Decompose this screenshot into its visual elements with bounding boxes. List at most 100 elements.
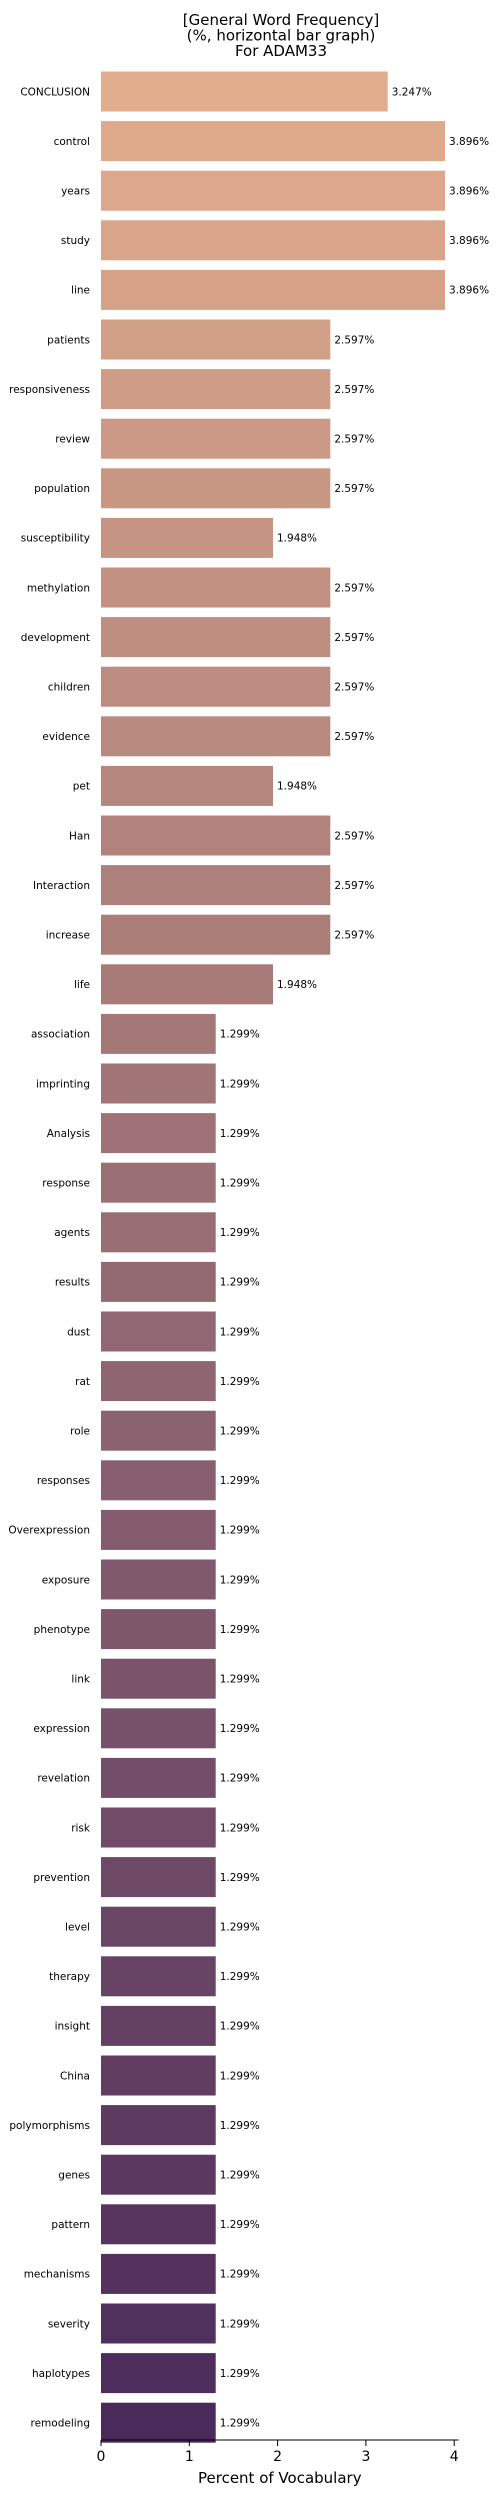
bar (101, 2253, 216, 2294)
bar-row: insight 1.299% (55, 2005, 260, 2046)
value-label: 1.299% (220, 1971, 260, 1983)
bar-row: remodeling 1.299% (31, 2402, 260, 2443)
value-label: 1.299% (220, 2368, 260, 2380)
value-label: 1.299% (220, 1376, 260, 1388)
value-label: 1.299% (220, 1475, 260, 1487)
bar-row: control 3.896% (54, 121, 489, 162)
bar (101, 1410, 216, 1451)
bar-row: methylation 2.597% (27, 567, 374, 608)
bar-row: line 3.896% (71, 269, 489, 310)
category-label: link (71, 1674, 90, 1686)
category-label: severity (48, 2318, 90, 2330)
category-label: methylation (27, 582, 90, 594)
value-label: 3.896% (449, 186, 489, 198)
bar (101, 170, 446, 211)
bar-row: rat 1.299% (75, 1361, 260, 1402)
category-label: phenotype (34, 1624, 90, 1636)
category-label: imprinting (36, 1078, 90, 1090)
bar-row: haplotypes 1.299% (32, 2353, 260, 2394)
value-label: 3.896% (449, 235, 489, 247)
value-label: 1.299% (220, 1674, 260, 1686)
category-label: remodeling (31, 2418, 90, 2430)
value-label: 3.247% (392, 86, 432, 98)
bar-row: link 1.299% (71, 1658, 260, 1699)
bar (101, 567, 331, 608)
bar (101, 1212, 216, 1253)
category-label: responses (37, 1475, 90, 1487)
value-label: 1.299% (220, 2318, 260, 2330)
category-label: insight (55, 2021, 90, 2033)
value-label: 2.597% (334, 582, 374, 594)
category-label: life (74, 979, 90, 991)
category-label: level (65, 1922, 90, 1934)
bar-row: results 1.299% (55, 1261, 260, 1302)
value-label: 2.597% (334, 830, 374, 842)
bar (101, 2005, 216, 2046)
bar (101, 666, 331, 707)
category-label: development (21, 632, 90, 644)
bar-row: increase 2.597% (46, 914, 374, 955)
bar (101, 1609, 216, 1650)
category-label: association (31, 1029, 90, 1041)
bar (101, 1708, 216, 1749)
value-label: 1.299% (220, 2269, 260, 2281)
category-label: rat (75, 1376, 90, 1388)
bar-row: population 2.597% (34, 468, 374, 509)
bar (101, 2154, 216, 2195)
bar-row: prevention 1.299% (33, 1857, 260, 1898)
value-label: 1.299% (220, 1227, 260, 1239)
bar-row: development 2.597% (21, 617, 374, 658)
value-label: 1.299% (220, 1178, 260, 1190)
bar-row: revelation 1.299% (37, 1757, 260, 1798)
bar-row: severity 1.299% (48, 2303, 260, 2344)
value-label: 1.299% (220, 2070, 260, 2082)
category-label: role (70, 1426, 90, 1438)
value-label: 1.299% (220, 2021, 260, 2033)
value-label: 1.299% (220, 1574, 260, 1586)
bar (101, 617, 331, 658)
chart-title: [General Word Frequency](%, horizontal b… (183, 11, 379, 60)
bar (101, 1956, 216, 1997)
value-label: 1.299% (220, 1773, 260, 1785)
category-label: line (71, 285, 90, 297)
bar-row: life 1.948% (74, 964, 317, 1005)
x-tick-label: 0 (97, 2449, 106, 2465)
bar (101, 1063, 216, 1104)
bar (101, 964, 274, 1005)
bar (101, 765, 274, 806)
x-tick-label: 1 (185, 2449, 194, 2465)
value-label: 1.299% (220, 1277, 260, 1289)
value-label: 1.299% (220, 1128, 260, 1140)
value-label: 1.299% (220, 1525, 260, 1537)
bar-row: susceptibility 1.948% (21, 517, 317, 558)
value-label: 2.597% (334, 930, 374, 942)
bar (101, 319, 331, 360)
value-label: 1.299% (220, 1426, 260, 1438)
bar (101, 1162, 216, 1203)
value-label: 1.299% (220, 1029, 260, 1041)
bar (101, 121, 446, 162)
bar-row: pet 1.948% (73, 765, 317, 806)
value-label: 1.948% (277, 781, 317, 793)
bar-row: expression 1.299% (33, 1708, 260, 1749)
value-label: 2.597% (334, 632, 374, 644)
category-label: China (60, 2070, 90, 2082)
value-label: 1.948% (277, 533, 317, 545)
category-label: increase (46, 930, 90, 942)
bar-row: role 1.299% (70, 1410, 260, 1451)
bar (101, 1361, 216, 1402)
value-label: 1.299% (220, 1922, 260, 1934)
bar-row: genes 1.299% (58, 2154, 260, 2195)
bar (101, 1013, 216, 1054)
bar (101, 1559, 216, 1600)
bar-row: level 1.299% (65, 1906, 260, 1947)
value-label: 1.948% (277, 979, 317, 991)
category-label: agents (54, 1227, 90, 1239)
category-label: risk (71, 1822, 91, 1834)
bar-row: agents 1.299% (54, 1212, 260, 1253)
chart-title-line: For ADAM33 (235, 42, 327, 60)
category-label: dust (67, 1326, 90, 1338)
bar-row: Analysis 1.299% (47, 1113, 260, 1154)
category-label: results (55, 1277, 90, 1289)
x-tick-label: 4 (450, 2449, 459, 2465)
